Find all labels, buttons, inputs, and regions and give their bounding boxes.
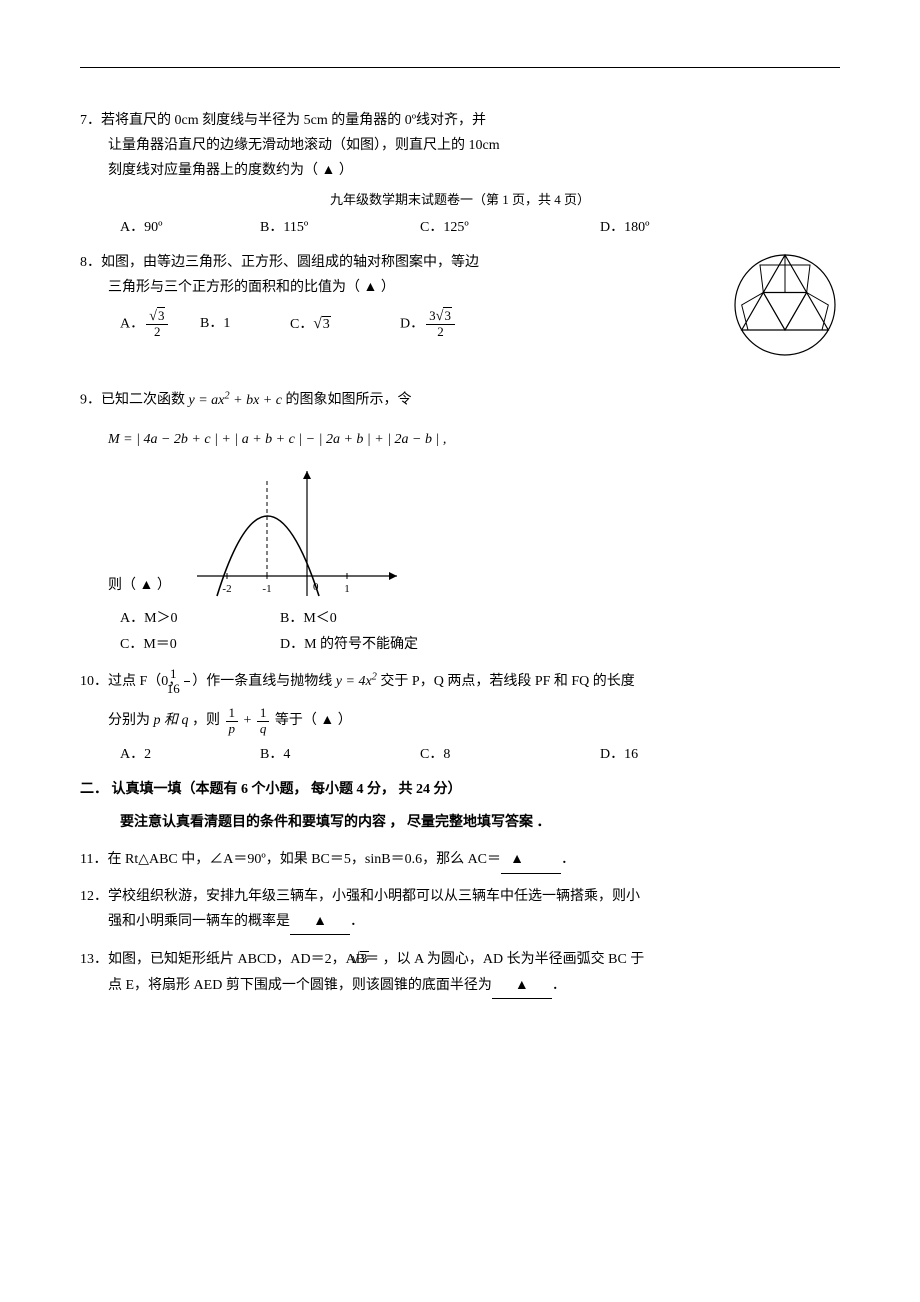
q10-opt-a: A．2 [120, 742, 260, 767]
q8-c-label: C． [290, 317, 313, 332]
q7-line3: 刻度线对应量角器上的度数约为（ ▲ ） [80, 158, 840, 183]
q9-opt-b: B．M＜0 [280, 606, 440, 631]
q12-text1: 学校组织秋游，安排九年级三辆车，小强和小明都可以从三辆车中任选一辆搭乘，则小 [108, 889, 640, 904]
q7-options: A．90º B．115º C．125º D．180º [80, 215, 840, 240]
q10-mid2: 交于 P，Q 两点，若线段 PF 和 FQ 的长度 [377, 674, 635, 689]
question-9: 9．已知二次函数 y = ax2 + bx + c 的图象如图所示，令 M = … [80, 387, 840, 656]
q8-c-sqrt: 3 [313, 310, 330, 338]
q11-period: ． [561, 852, 575, 867]
q10-frac-1q: 1q [257, 706, 270, 736]
q9-M-text: M = | 4a − 2b + c | + | a + b + c | − | … [108, 432, 446, 447]
q13-pre: 如图，已知矩形纸片 ABCD，AD＝2，AB＝ [108, 952, 379, 967]
q10-plus: + [240, 713, 255, 728]
q8-line2: 三角形与三个正方形的面积和的比值为（ ▲ ） [80, 275, 840, 300]
q8-a-frac: 32 [146, 309, 168, 340]
q11-blank: ▲ [501, 847, 561, 873]
q8-text1: 如图，由等边三角形、正方形、圆组成的轴对称图案中，等边 [101, 255, 479, 270]
question-10: 10．过点 F（0，116）作一条直线与抛物线 y = 4x2 交于 P，Q 两… [80, 667, 840, 767]
q8-num: 8． [80, 255, 101, 270]
q10-l2-pre: 分别为 [108, 713, 154, 728]
q8-d-label: D． [400, 316, 424, 331]
q13-num: 13． [80, 952, 108, 967]
q10-opt-d: D．16 [600, 742, 720, 767]
q8-figure [730, 250, 840, 369]
q10-opt-c: C．8 [420, 742, 600, 767]
q9-opt-a: A．M＞0 [120, 606, 280, 631]
page-reference: 九年级数学期末试题卷一（第 1 页，共 4 页） [80, 188, 840, 211]
question-11: 11．在 Rt△ABC 中，∠A＝90º，如果 BC＝5，sinB＝0.6，那么… [80, 847, 840, 873]
question-13: 13．如图，已知矩形纸片 ABCD，AD＝2，AB＝3 ，以 A 为圆心，AD … [80, 945, 840, 999]
q9-opt-c: C．M＝0 [120, 632, 280, 657]
q13-mid: ，以 A 为圆心，AD 长为半径画弧交 BC 于 [379, 952, 644, 967]
q10-l2-post: 等于（ ▲ ） [271, 713, 351, 728]
top-rule [80, 67, 840, 68]
q7-text1: 若将直尺的 0cm 刻度线与半径为 5cm 的量角器的 0º线对齐，并 [101, 113, 486, 128]
q12-line1: 12．学校组织秋游，安排九年级三辆车，小强和小明都可以从三辆车中任选一辆搭乘，则… [80, 884, 840, 909]
q9-options-row2: C．M＝0 D．M 的符号不能确定 [80, 632, 840, 657]
q7-line1: 7．若将直尺的 0cm 刻度线与半径为 5cm 的量角器的 0º线对齐，并 [80, 108, 840, 133]
q8-diagram-svg [730, 250, 840, 360]
q12-text2: 强和小明乘同一辆车的概率是 [108, 914, 290, 929]
question-12: 12．学校组织秋游，安排九年级三辆车，小强和小明都可以从三辆车中任选一辆搭乘，则… [80, 884, 840, 935]
q13-period: ． [552, 978, 566, 993]
q9-plot-svg: -2 -1 0 1 [187, 466, 407, 606]
q9-M-expr: M = | 4a − 2b + c | + | a + b + c | − | … [80, 427, 840, 452]
q10-line1: 10．过点 F（0，116）作一条直线与抛物线 y = 4x2 交于 P，Q 两… [80, 667, 840, 697]
q9-num: 9． [80, 393, 101, 408]
q8-opt-c: C．3 [290, 310, 400, 338]
section-2-title: 二． 认真填一填（本题有 6 个小题， 每小题 4 分， 共 24 分） [80, 777, 840, 802]
q10-line2: 分别为 p 和 q ，则 1p + 1q 等于（ ▲ ） [80, 706, 840, 736]
q8-a-label: A． [120, 316, 144, 331]
q8-d-frac: 332 [426, 309, 455, 340]
q9-plot-row: 则（ ▲ ） -2 -1 0 1 [80, 466, 840, 606]
q7-opt-a: A．90º [120, 215, 260, 240]
q7-opt-d: D．180º [600, 215, 720, 240]
q12-period: ． [350, 914, 364, 929]
svg-text:1: 1 [344, 583, 350, 595]
q13-line1: 13．如图，已知矩形纸片 ABCD，AD＝2，AB＝3 ，以 A 为圆心，AD … [80, 945, 840, 973]
svg-text:-2: -2 [222, 583, 231, 595]
q9-math: y = ax2 + bx + c [189, 393, 282, 408]
q10-options: A．2 B．4 C．8 D．16 [80, 742, 840, 767]
q13-blank: ▲ [492, 973, 552, 999]
q10-opt-b: B．4 [260, 742, 420, 767]
q12-num: 12． [80, 889, 108, 904]
q8-opt-b: B．1 [200, 311, 290, 336]
question-8: 8．如图，由等边三角形、正方形、圆组成的轴对称图案中，等边 三角形与三个正方形的… [80, 250, 840, 369]
q8-line1: 8．如图，由等边三角形、正方形、圆组成的轴对称图案中，等边 [80, 250, 840, 275]
q9-pre: 已知二次函数 [101, 393, 189, 408]
q10-F-frac: 116 [184, 667, 190, 697]
q10-pq: p 和 q [154, 713, 189, 728]
q11-text: 在 Rt△ABC 中，∠A＝90º，如果 BC＝5，sinB＝0.6，那么 AC… [107, 852, 501, 867]
q7-opt-c: C．125º [420, 215, 600, 240]
q12-line2: 强和小明乘同一辆车的概率是▲． [80, 909, 840, 935]
q10-num: 10． [80, 674, 108, 689]
section-2-note: 要注意认真看清题目的条件和要填写的内容 ， 尽量完整地填写答案 ． [80, 810, 840, 835]
q10-mid1: ）作一条直线与抛物线 [192, 674, 336, 689]
q11-line: 11．在 Rt△ABC 中，∠A＝90º，如果 BC＝5，sinB＝0.6，那么… [80, 847, 840, 873]
q8-opt-a: A．32 [120, 309, 200, 340]
q10-l2-mid: ，则 [189, 713, 224, 728]
q7-opt-b: B．115º [260, 215, 420, 240]
q12-blank: ▲ [290, 909, 350, 935]
q9-line1: 9．已知二次函数 y = ax2 + bx + c 的图象如图所示，令 [80, 387, 840, 413]
q9-then: 则（ ▲ ） [108, 573, 171, 606]
q9-opt-d: D．M 的符号不能确定 [280, 632, 418, 657]
q9-options-row1: A．M＞0 B．M＜0 [80, 606, 840, 631]
q13-text2: 点 E，将扇形 AED 剪下围成一个圆锥，则该圆锥的底面半径为 [108, 978, 492, 993]
q7-num: 7． [80, 113, 101, 128]
q8-options: A．32 B．1 C．3 D．332 [80, 309, 720, 340]
q13-line2: 点 E，将扇形 AED 剪下围成一个圆锥，则该圆锥的底面半径为▲． [80, 973, 840, 999]
svg-text:-1: -1 [262, 583, 271, 595]
q7-line2: 让量角器沿直尺的边缘无滑动地滚动（如图），则直尺上的 10cm [80, 133, 840, 158]
question-7: 7．若将直尺的 0cm 刻度线与半径为 5cm 的量角器的 0º线对齐，并 让量… [80, 108, 840, 240]
q11-num: 11． [80, 852, 107, 867]
q10-math: y = 4x2 [336, 674, 377, 689]
q8-opt-d: D．332 [400, 309, 490, 340]
q10-frac-1p: 1p [226, 706, 239, 736]
q9-post: 的图象如图所示，令 [282, 393, 412, 408]
